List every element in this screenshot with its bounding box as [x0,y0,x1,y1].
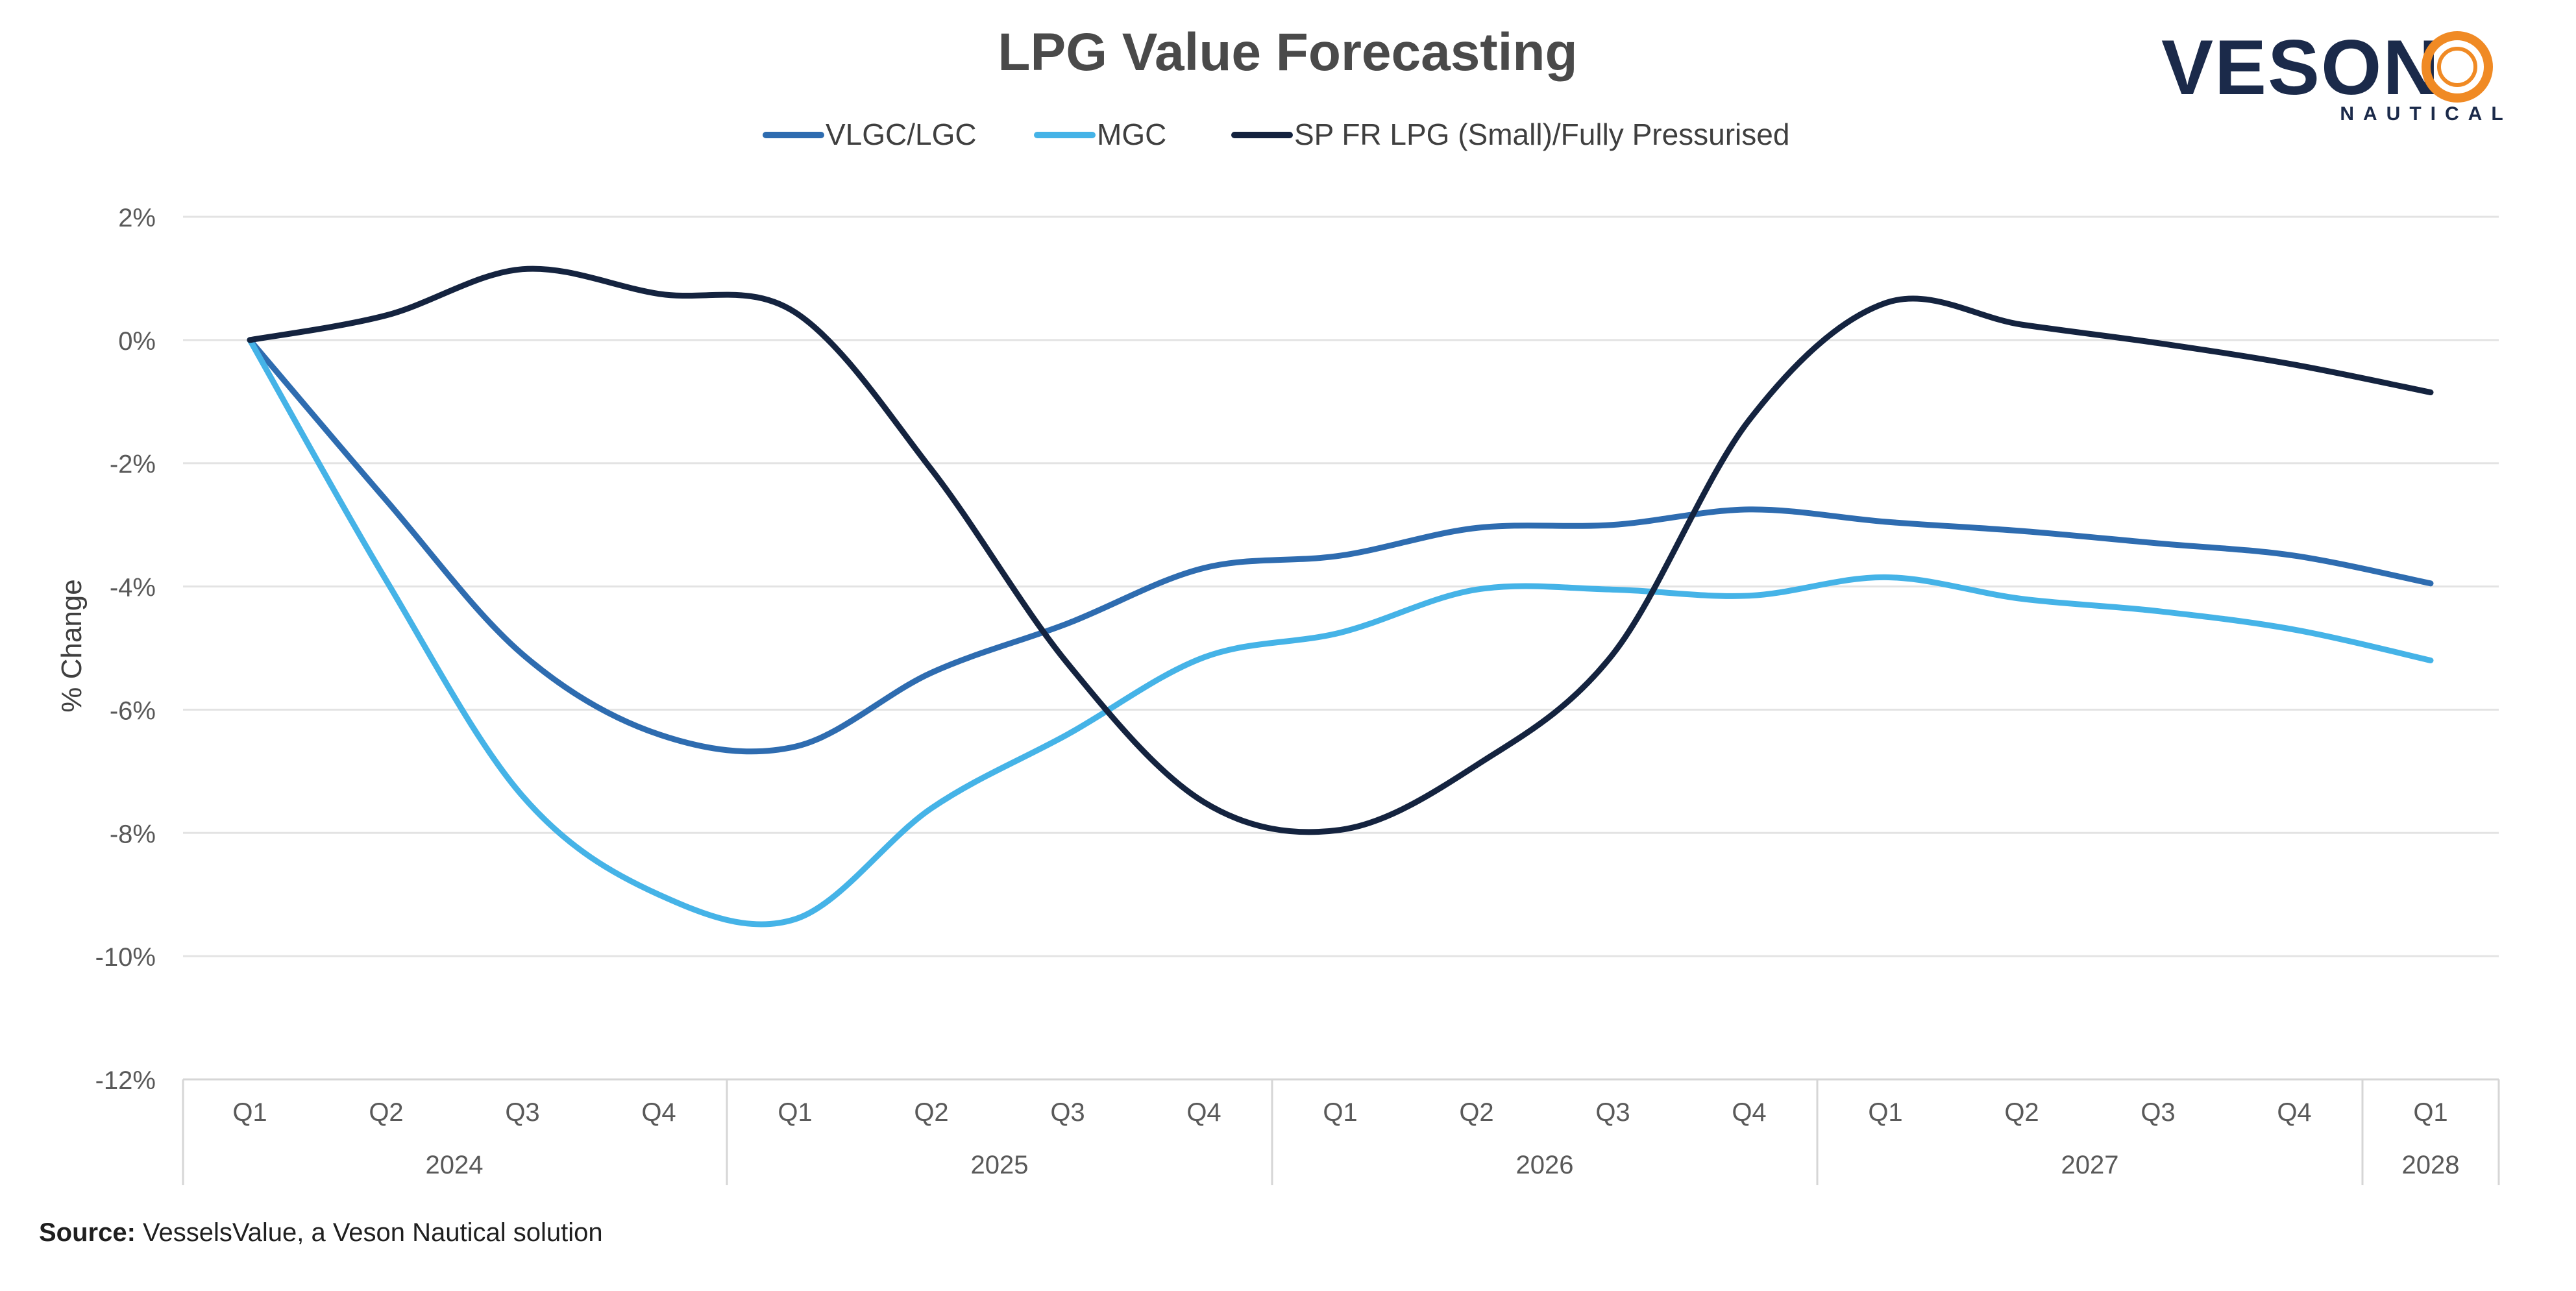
series-lines [247,265,2434,928]
x-tick-label: Q1 [1323,1098,1357,1127]
x-tick-label: Q1 [232,1098,267,1127]
x-tick-label: Q2 [1459,1098,1493,1127]
grid [183,215,2499,1081]
y-tick-label: -12% [95,1066,156,1095]
x-year-label: 2027 [2061,1151,2119,1179]
x-tick-label: Q4 [1732,1098,1766,1127]
x-year-label: 2026 [1516,1151,1574,1179]
series-line-3 [247,265,2434,835]
logo-name: VESON [2161,24,2440,111]
source-note: Source: VesselsValue, a Veson Nautical s… [39,1218,603,1247]
chart-title: LPG Value Forecasting [998,23,1577,82]
x-tick-label: Q1 [1868,1098,1902,1127]
y-tick-label: -2% [110,450,156,479]
veson-logo: VESON NAUTICAL [2161,24,2512,125]
y-tick-label: 2% [118,204,156,232]
x-tick-label: Q2 [2004,1098,2039,1127]
x-tick-label: Q3 [2141,1098,2175,1127]
x-tick-label: Q4 [641,1098,676,1127]
x-tick-label: Q2 [914,1098,948,1127]
source-text: VesselsValue, a Veson Nautical solution [136,1218,603,1247]
x-tick-label: Q2 [369,1098,403,1127]
x-year-label: 2025 [971,1151,1029,1179]
legend-label-3: SP FR LPG (Small)/Fully Pressurised [1294,117,1789,151]
x-year-label: 2024 [426,1151,484,1179]
x-tick-label: Q4 [2277,1098,2311,1127]
y-axis-ticks: 2% 0% -2% -4% -6% -8% -10% -12% [95,204,156,1095]
logo-subtitle: NAUTICAL [2340,103,2512,125]
y-axis-title: % Change [56,579,88,712]
legend-label-1: VLGC/LGC [826,117,977,151]
y-tick-label: -4% [110,574,156,602]
x-tick-label: Q4 [1186,1098,1221,1127]
x-year-label: 2028 [2402,1151,2460,1179]
x-tick-label: Q3 [505,1098,539,1127]
x-tick-label: Q1 [778,1098,812,1127]
legend-label-2: MGC [1097,117,1166,151]
legend: VLGC/LGC MGC SP FR LPG (Small)/Fully Press… [763,117,1789,151]
logo-ring-icon [2422,31,2493,103]
x-tick-label: Q1 [2413,1098,2447,1127]
x-tick-label: Q3 [1050,1098,1085,1127]
y-tick-label: -10% [95,943,156,972]
series-line-2 [247,337,2434,928]
x-tick-label: Q3 [1595,1098,1630,1127]
y-tick-label: 0% [118,327,156,356]
x-axis: Q1 Q2 Q3 Q4 Q1 Q2 Q3 Q4 Q1 Q2 Q3 Q4 Q1 Q2 Q3 Q4 Q1 2024 20… [182,1079,2500,1185]
y-tick-label: -6% [110,696,156,725]
series-line-1 [247,337,2434,755]
source-label: Source: [39,1218,136,1247]
y-tick-label: -8% [110,820,156,848]
